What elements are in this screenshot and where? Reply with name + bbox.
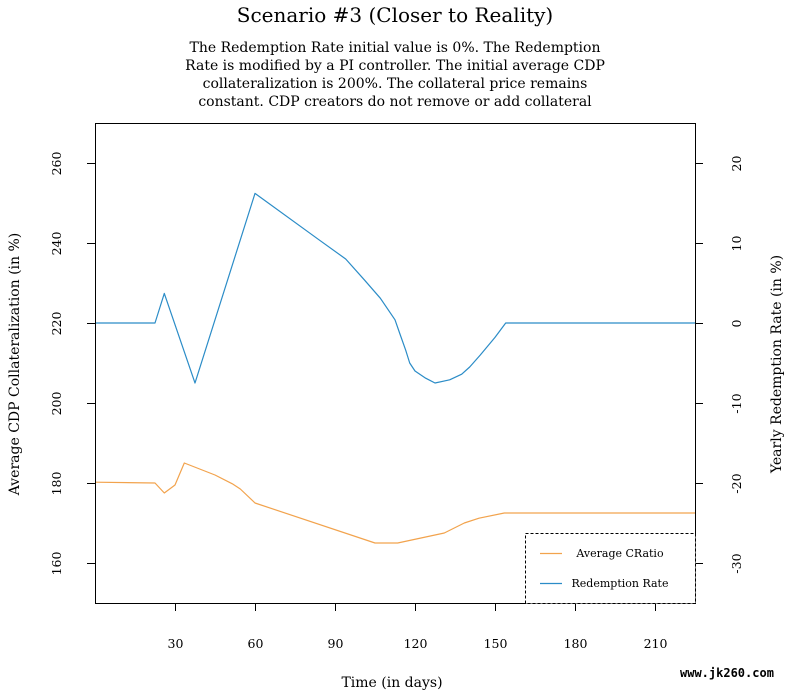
redemption-rate-line [95,192,695,384]
chart-subtitle-line-1: The Redemption Rate initial value is 0%.… [190,40,601,56]
y-left-tick-label: 260 [49,152,64,176]
series-layer [94,192,695,544]
x-tick-label: 210 [644,636,668,651]
y-left-tick-label: 220 [49,312,64,336]
x-tick-label: 120 [404,636,428,651]
y-left-tick-label: 240 [49,232,64,256]
x-axis-title: Time (in days) [341,675,442,691]
y-axis-right-title: Yearly Redemption Rate (in %) [769,255,785,474]
watermark: www.jk260.com [680,666,774,680]
chart-subtitle-line-2: Rate is modified by a PI controller. The… [185,58,605,74]
y-left-tick-label: 160 [49,552,64,576]
y-right-tick-label: -30 [729,553,744,573]
y-axis-left: 160 180 200 220 240 260 [49,152,95,576]
y-left-tick-label: 200 [49,392,64,416]
y-left-tick-label: 180 [49,472,64,496]
chart-subtitle-line-4: constant. CDP creators do not remove or … [198,94,592,110]
chart-title: Scenario #3 (Closer to Reality) [237,3,553,27]
y-right-tick-label: 10 [729,236,744,252]
legend-label-redemption-rate: Redemption Rate [572,577,669,590]
legend: Average CRatio Redemption Rate [525,533,696,604]
y-right-tick-label: 20 [729,156,744,172]
x-tick-label: 90 [328,636,344,651]
y-right-tick-label: -10 [729,393,744,413]
plot-frame [95,123,696,604]
x-tick-label: 150 [484,636,508,651]
x-axis: 30 60 90 120 150 180 210 [168,603,668,651]
chart-subtitle-line-3: collateralization is 200%. The collatera… [203,76,588,92]
x-tick-label: 30 [168,636,184,651]
x-tick-label: 180 [564,636,588,651]
legend-label-average-cratio: Average CRatio [575,547,664,560]
y-axis-left-title: Average CDP Collateralization (in %) [7,233,23,497]
average-cratio-line [94,462,695,544]
legend-box [525,533,696,604]
y-axis-right: -30 -20 -10 0 10 20 [695,156,744,574]
x-tick-label: 60 [248,636,264,651]
y-right-tick-label: -20 [729,473,744,493]
y-right-tick-label: 0 [729,319,744,327]
